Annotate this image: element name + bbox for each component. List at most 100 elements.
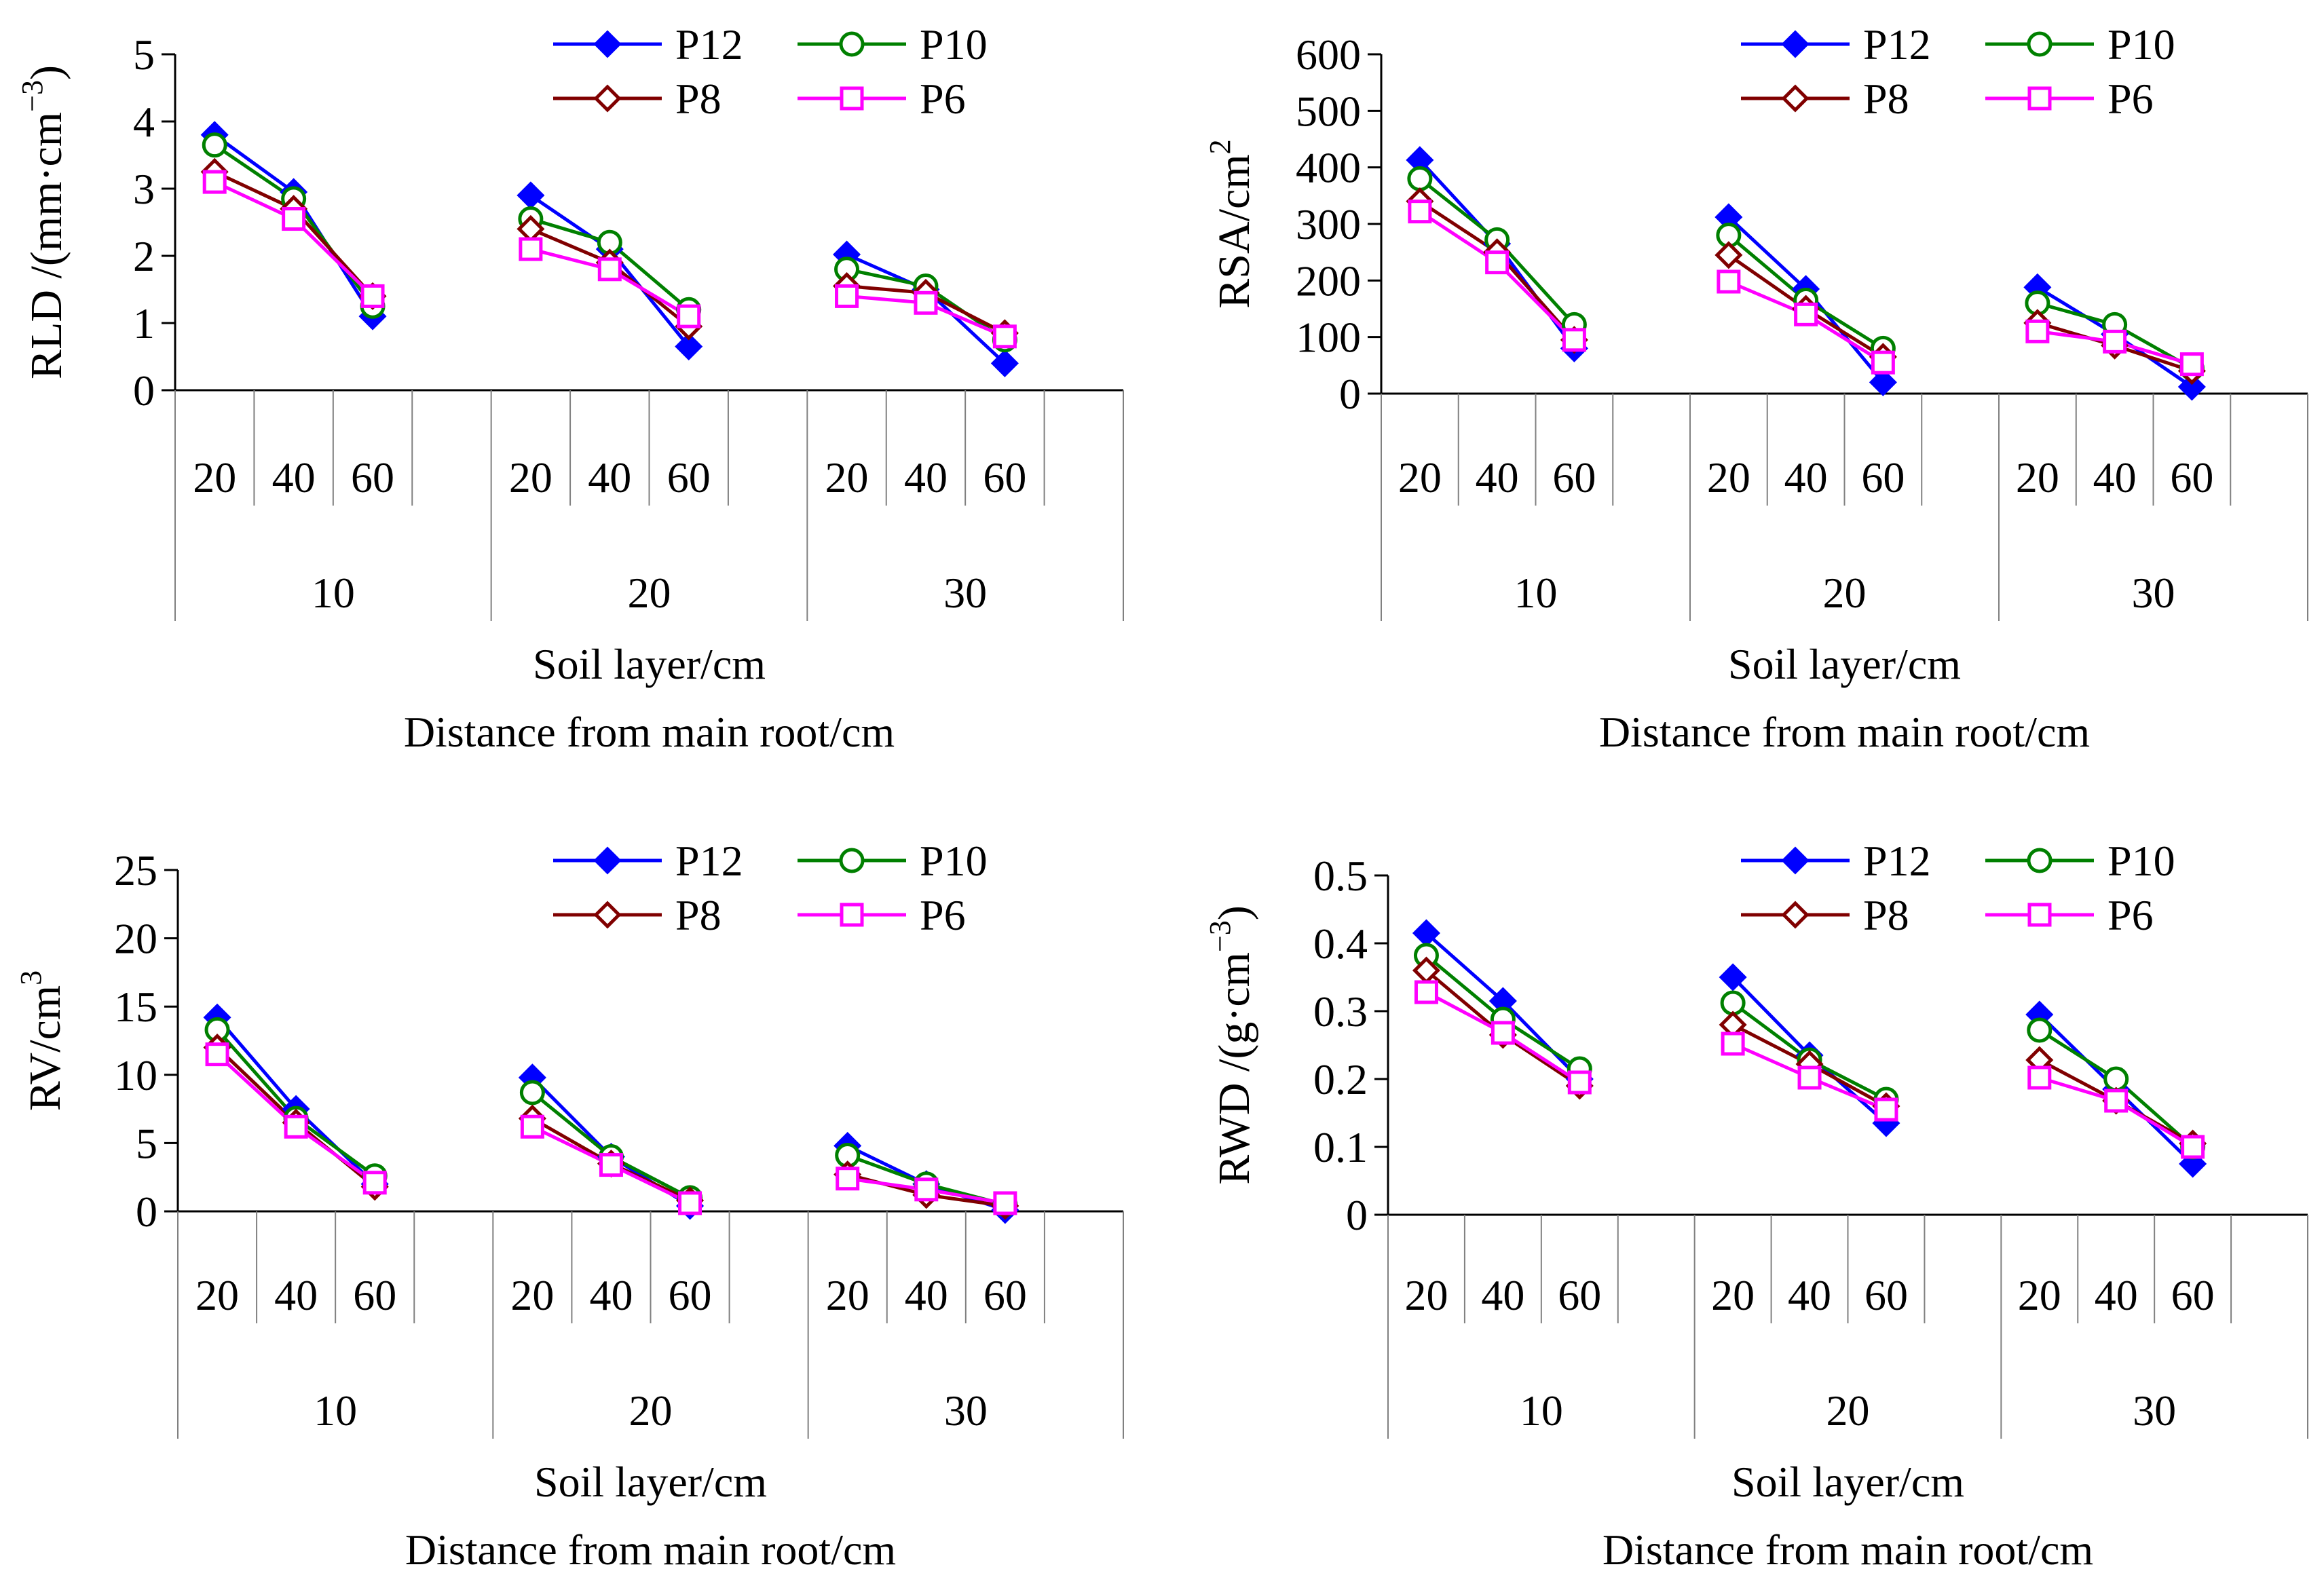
category-label: 20 <box>193 453 236 502</box>
point-p6 <box>2025 319 2050 343</box>
legend-marker-p10 <box>2027 848 2053 873</box>
point-p6 <box>2179 352 2204 377</box>
y-tick-label: 500 <box>1296 87 1361 135</box>
group-label: 20 <box>629 1386 673 1435</box>
point-p10 <box>2027 1017 2053 1043</box>
category-label: 20 <box>1707 453 1750 502</box>
group-label: 30 <box>944 1386 988 1435</box>
y-axis-title: RV/cm3 <box>14 970 70 1111</box>
legend-label-p8: P8 <box>675 891 721 939</box>
category-label: 20 <box>195 1271 239 1319</box>
y-axis-title-superscript: 3 <box>14 970 48 985</box>
category-label: 40 <box>274 1271 318 1319</box>
point-p6 <box>202 170 227 194</box>
legend-marker-p12 <box>593 846 622 875</box>
y-tick-label: 2 <box>133 232 155 280</box>
x-axis-title-soil-layer: Soil layer/cm <box>1728 640 1961 688</box>
category-label: 60 <box>2170 453 2213 502</box>
category-label: 20 <box>1711 1271 1755 1319</box>
point-p6 <box>2027 1065 2052 1090</box>
y-axis-title-superscript: −3 <box>16 80 49 112</box>
panel-rwd: 0 0.1 0.2 0.3 0.4 0.5 20 40 60 10 20 40 60 20 20 40 60 30… <box>1203 837 2308 1574</box>
category-label: 60 <box>2171 1271 2215 1319</box>
category-label: 20 <box>1404 1271 1448 1319</box>
y-axis-title-end: ) <box>1210 905 1259 920</box>
legend-label-p8: P8 <box>1863 891 1909 939</box>
legend-marker-p12 <box>1781 30 1810 58</box>
category-label: 60 <box>669 1271 712 1319</box>
point-p10 <box>1407 166 1433 191</box>
point-p12 <box>990 349 1019 377</box>
y-tick-label: 0.3 <box>1313 987 1368 1036</box>
category-label: 40 <box>1784 453 1828 502</box>
legend-label-p8: P8 <box>1863 75 1909 123</box>
category-label: 20 <box>510 1271 554 1319</box>
x-axis-title-soil-layer: Soil layer/cm <box>534 1458 767 1506</box>
group-label: 10 <box>314 1386 357 1435</box>
category-label: 60 <box>983 1271 1027 1319</box>
category-label: 60 <box>667 453 711 502</box>
y-tick-label: 3 <box>133 165 155 213</box>
y-tick-label: 600 <box>1296 31 1361 79</box>
y-tick-label: 0 <box>1339 370 1361 418</box>
y-axis-title-main: RWD /(g·cm <box>1210 952 1259 1185</box>
point-p6 <box>599 1153 623 1177</box>
legend-marker-p10 <box>839 31 865 57</box>
category-label: 40 <box>1481 1271 1524 1319</box>
group-label: 20 <box>1826 1386 1870 1435</box>
point-p6 <box>993 1191 1017 1215</box>
category-label: 40 <box>1476 453 1519 502</box>
legend-label-p12: P12 <box>1863 20 1931 69</box>
point-p8 <box>1714 241 1743 269</box>
y-tick-label: 5 <box>133 31 155 79</box>
category-label: 40 <box>904 453 948 502</box>
category-label: 60 <box>351 453 394 502</box>
category-label: 60 <box>1552 453 1596 502</box>
x-axis-title-soil-layer: Soil layer/cm <box>1731 1458 1964 1506</box>
y-tick-label: 20 <box>114 915 157 963</box>
y-tick-label: 1 <box>133 299 155 347</box>
legend: P12 P10 P8 P6 <box>1741 20 2175 123</box>
point-p6 <box>360 284 385 308</box>
point-p6 <box>1562 328 1586 352</box>
y-tick-label: 300 <box>1296 200 1361 248</box>
point-p12 <box>675 333 703 361</box>
legend-marker-p8 <box>1781 84 1810 113</box>
point-p6 <box>1874 1097 1898 1122</box>
point-p6 <box>677 304 701 328</box>
x-axis-title-distance: Distance from main root/cm <box>404 708 895 756</box>
point-p6 <box>284 1114 308 1139</box>
y-axis-title-superscript: −3 <box>1203 920 1237 952</box>
legend-marker-p6 <box>2027 86 2052 111</box>
category-label: 20 <box>2018 1271 2061 1319</box>
legend-marker-p6 <box>2027 903 2052 927</box>
point-p6 <box>1567 1070 1592 1095</box>
legend-label-p10: P10 <box>2107 20 2175 69</box>
point-p12 <box>517 181 545 210</box>
group-label: 10 <box>1520 1386 1563 1435</box>
y-tick-label: 15 <box>114 983 157 1031</box>
y-tick-label: 0.1 <box>1313 1123 1368 1171</box>
point-p6 <box>597 257 622 282</box>
point-p6 <box>362 1171 387 1195</box>
point-p6 <box>1491 1021 1515 1045</box>
legend-marker-p8 <box>593 84 622 113</box>
category-label: 20 <box>509 453 552 502</box>
point-p6 <box>2103 329 2127 354</box>
point-p6 <box>1408 200 1432 224</box>
y-axis-title: RLD /(mm·cm−3) <box>16 65 71 379</box>
legend-marker-p10 <box>839 848 865 873</box>
point-p6 <box>2104 1089 2129 1113</box>
y-tick-label: 10 <box>114 1051 157 1099</box>
category-label: 60 <box>1861 453 1905 502</box>
legend-label-p6: P6 <box>920 891 966 939</box>
legend-marker-p8 <box>1781 901 1810 929</box>
point-p6 <box>520 1114 544 1139</box>
legend: P12 P10 P8 P6 <box>1741 837 2175 939</box>
group-label: 30 <box>2133 1386 2176 1435</box>
point-p6 <box>1721 1032 1745 1056</box>
category-label: 20 <box>825 453 869 502</box>
legend-label-p6: P6 <box>2107 891 2154 939</box>
group-label: 10 <box>1514 569 1558 617</box>
